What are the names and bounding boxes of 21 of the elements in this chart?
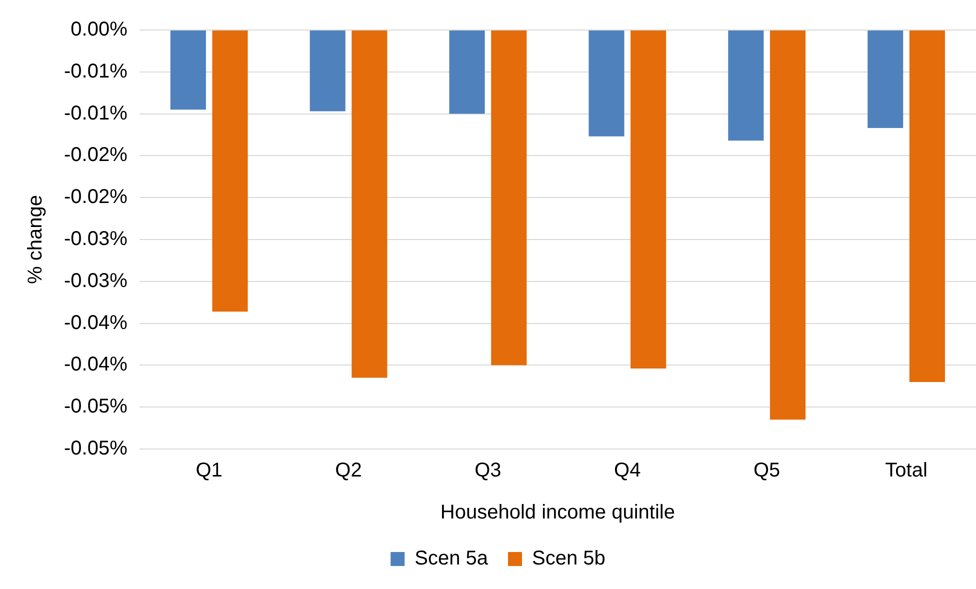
legend-label: Scen 5a — [414, 548, 489, 570]
y-tick-label: -0.03% — [64, 270, 128, 292]
y-tick-label: -0.03% — [64, 228, 128, 250]
x-tick-label: Total — [885, 460, 928, 482]
y-tick-label: -0.04% — [64, 312, 128, 334]
x-tick-label: Q2 — [335, 460, 362, 482]
x-tick-label: Q1 — [196, 460, 222, 482]
x-tick-label: Q5 — [754, 460, 780, 482]
legend-label: Scen 5b — [532, 548, 606, 570]
y-tick-label: -0.04% — [64, 354, 128, 376]
y-axis-title: % change — [24, 195, 47, 284]
y-tick-label: -0.05% — [64, 438, 128, 460]
y-tick-label: -0.05% — [64, 396, 128, 418]
x-axis-title: Household income quintile — [440, 502, 675, 524]
x-tick-label: Q4 — [614, 460, 641, 482]
y-tick-label: -0.01% — [64, 102, 128, 124]
y-tick-label: -0.02% — [64, 144, 128, 166]
x-tick-label: Q3 — [474, 460, 502, 482]
y-tick-label: -0.02% — [64, 186, 128, 208]
y-tick-label: 0.00% — [70, 18, 128, 41]
y-tick-label: -0.01% — [64, 60, 128, 82]
